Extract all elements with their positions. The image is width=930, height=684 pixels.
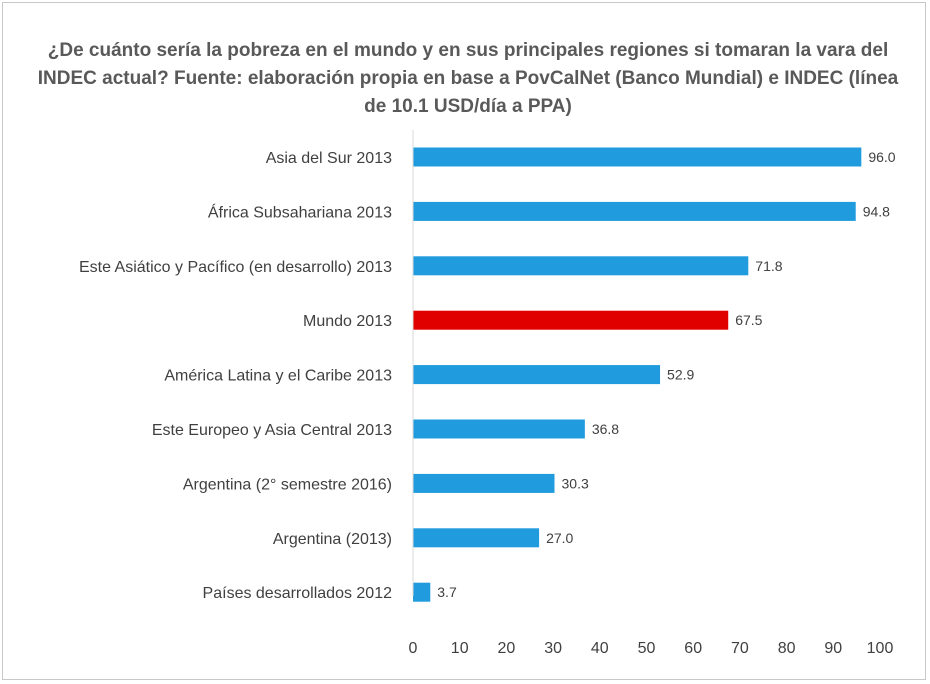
data-label: 52.9	[667, 367, 694, 383]
bar	[413, 147, 862, 167]
x-tick-label: 70	[731, 640, 749, 657]
category-label: Argentina (2° semestre 2016)	[183, 476, 392, 493]
x-tick-label: 10	[451, 640, 469, 657]
data-label: 67.5	[735, 312, 762, 328]
data-label: 94.8	[863, 203, 890, 219]
category-label: Países desarrollados 2012	[203, 585, 393, 602]
bar	[413, 201, 856, 221]
bar	[413, 310, 729, 330]
category-label: Este Asiático y Pacífico (en desarrollo)…	[79, 259, 392, 276]
category-label: Argentina (2013)	[273, 531, 392, 548]
bar	[413, 419, 585, 439]
category-label: Este Europeo y Asia Central 2013	[152, 422, 392, 439]
category-label: América Latina y el Caribe 2013	[164, 368, 392, 385]
x-tick-label: 40	[591, 640, 609, 657]
x-tick-label: 100	[867, 640, 894, 657]
x-tick-label: 90	[824, 640, 842, 657]
chart-title: ¿De cuánto sería la pobreza en el mundo …	[37, 40, 899, 117]
category-label: Asia del Sur 2013	[266, 150, 392, 167]
data-label: 96.0	[868, 149, 895, 165]
category-label: Mundo 2013	[303, 313, 392, 330]
data-label: 71.8	[755, 258, 782, 274]
x-tick-label: 50	[638, 640, 656, 657]
bar	[413, 365, 661, 385]
bar	[413, 256, 749, 276]
bar	[413, 473, 555, 493]
x-tick-label: 20	[498, 640, 516, 657]
category-label: África Subsahariana 2013	[208, 202, 392, 221]
data-label: 27.0	[546, 530, 573, 546]
data-label: 30.3	[562, 475, 589, 491]
data-label: 36.8	[592, 421, 619, 437]
x-tick-label: 0	[409, 640, 418, 657]
x-tick-label: 30	[544, 640, 562, 657]
bar	[413, 582, 431, 602]
x-tick-label: 60	[684, 640, 702, 657]
bar	[413, 528, 540, 548]
x-tick-label: 80	[778, 640, 796, 657]
data-label: 3.7	[437, 584, 457, 600]
